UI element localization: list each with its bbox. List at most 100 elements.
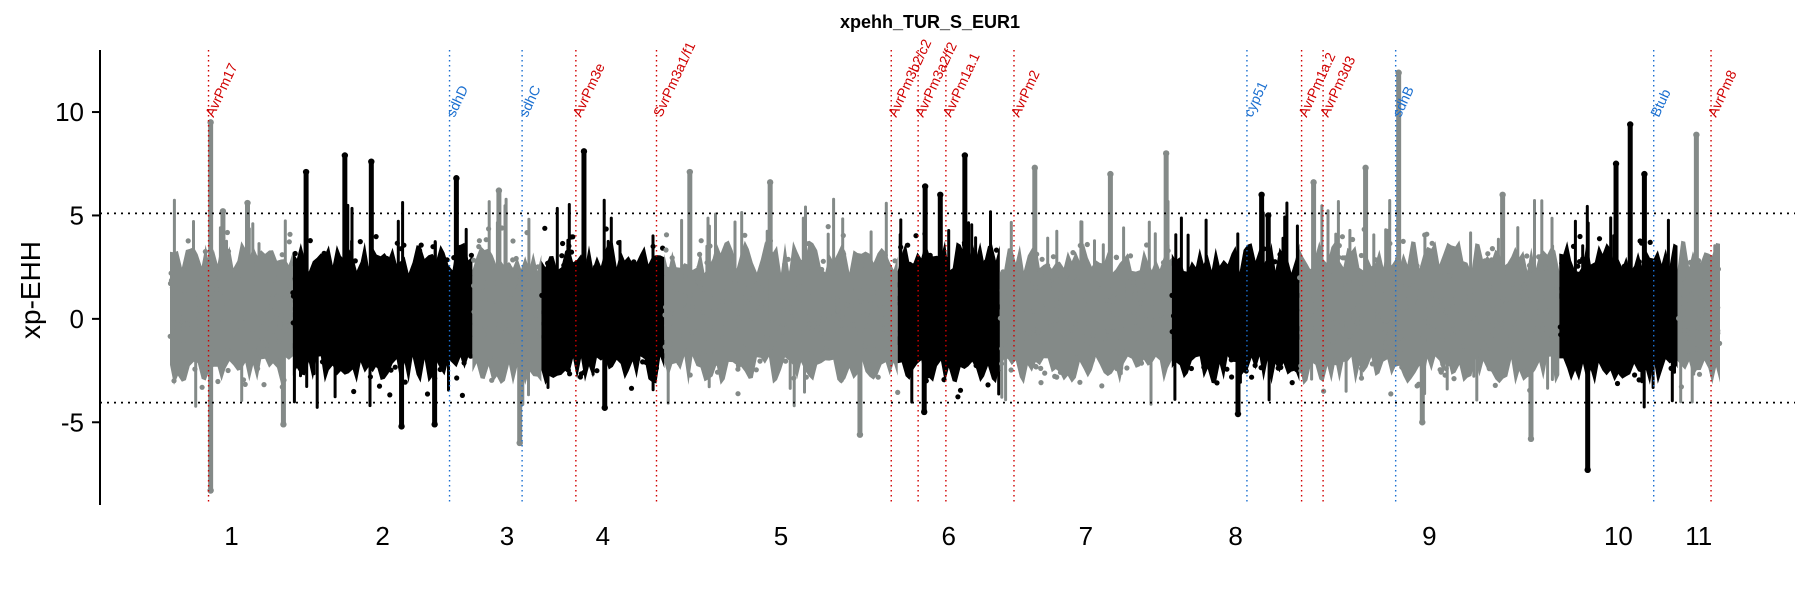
snp-point bbox=[687, 372, 693, 378]
snp-point bbox=[459, 392, 465, 398]
snp-point bbox=[990, 337, 996, 343]
snp-point bbox=[1057, 369, 1064, 375]
snp-point bbox=[1691, 289, 1697, 295]
snp-point bbox=[714, 369, 721, 375]
snp-point bbox=[438, 319, 444, 325]
snp-point bbox=[384, 255, 390, 262]
snp-point bbox=[1015, 289, 1021, 295]
snp-point bbox=[1713, 320, 1719, 326]
snp-point bbox=[722, 357, 728, 363]
snp-point bbox=[1627, 299, 1634, 305]
snp-point bbox=[211, 304, 217, 310]
snp-point bbox=[596, 275, 602, 281]
snp-point bbox=[403, 337, 410, 343]
snp-point bbox=[225, 367, 231, 374]
snp-point bbox=[972, 319, 978, 325]
snp-point bbox=[1366, 294, 1372, 300]
snp-point bbox=[1703, 310, 1709, 316]
snp-point bbox=[1308, 300, 1314, 306]
snp-point bbox=[718, 344, 724, 350]
snp-point bbox=[672, 313, 678, 319]
snp-point bbox=[712, 350, 718, 356]
peak-point bbox=[1641, 170, 1648, 178]
snp-point bbox=[793, 253, 799, 259]
snp-point bbox=[748, 296, 754, 302]
snp-point bbox=[1202, 329, 1208, 335]
snp-point bbox=[1257, 286, 1263, 293]
snp-point bbox=[466, 336, 472, 343]
snp-point bbox=[228, 335, 234, 341]
snp-point bbox=[1283, 328, 1289, 334]
snp-point bbox=[1007, 337, 1014, 343]
snp-point bbox=[1626, 324, 1632, 330]
snp-point bbox=[170, 324, 176, 331]
snp-point bbox=[384, 337, 390, 343]
snp-point bbox=[198, 299, 204, 305]
gene-label: sdhB bbox=[1389, 84, 1417, 120]
gene-lines-layer bbox=[207, 50, 1712, 505]
snp-point bbox=[1438, 311, 1444, 317]
snp-point bbox=[1339, 234, 1345, 240]
snp-point bbox=[468, 252, 474, 258]
snp-point bbox=[1131, 310, 1137, 316]
peak-point bbox=[766, 179, 774, 186]
chromosome-1-points bbox=[167, 198, 296, 408]
snp-point bbox=[1518, 347, 1524, 353]
snp-point bbox=[1276, 331, 1282, 337]
snp-point bbox=[1443, 278, 1449, 285]
snp-point bbox=[737, 326, 743, 332]
snp-point bbox=[983, 293, 989, 299]
snp-point bbox=[806, 290, 812, 296]
snp-point bbox=[985, 382, 991, 388]
snp-point bbox=[703, 340, 709, 346]
snp-point bbox=[1275, 319, 1281, 325]
snp-point bbox=[234, 303, 240, 309]
snp-point bbox=[1198, 306, 1204, 312]
snp-point bbox=[983, 259, 989, 265]
snp-point bbox=[641, 316, 647, 322]
snp-point bbox=[1073, 350, 1080, 356]
snp-point bbox=[719, 270, 725, 276]
snp-point bbox=[1597, 328, 1603, 334]
snp-point bbox=[181, 288, 187, 294]
snp-point bbox=[1013, 315, 1019, 321]
snp-point bbox=[1450, 332, 1456, 338]
snp-point bbox=[1644, 294, 1650, 300]
snp-point bbox=[1376, 334, 1382, 340]
gene-label: Btub bbox=[1647, 86, 1674, 119]
snp-point bbox=[924, 336, 930, 342]
snp-point bbox=[1243, 263, 1249, 269]
snp-point bbox=[1632, 372, 1638, 378]
snp-point bbox=[1293, 327, 1300, 333]
snp-point bbox=[458, 324, 464, 330]
snp-point bbox=[1563, 329, 1569, 335]
snp-point bbox=[309, 308, 315, 314]
snp-point bbox=[1489, 246, 1495, 252]
snp-point bbox=[1114, 366, 1120, 372]
snp-point bbox=[1316, 328, 1322, 334]
snp-point bbox=[1071, 264, 1077, 270]
snp-point bbox=[783, 358, 789, 364]
snp-point bbox=[700, 286, 706, 292]
snp-point bbox=[1135, 340, 1141, 346]
snp-point bbox=[851, 327, 857, 333]
snp-point bbox=[415, 266, 421, 272]
snp-point bbox=[1500, 296, 1506, 302]
snp-point bbox=[963, 344, 969, 350]
snp-point bbox=[592, 298, 598, 304]
snp-point bbox=[1049, 357, 1055, 363]
snp-point bbox=[680, 333, 687, 339]
snp-point bbox=[612, 333, 618, 339]
snp-point bbox=[1443, 309, 1450, 315]
snp-point bbox=[1255, 302, 1261, 308]
snp-point bbox=[672, 335, 678, 342]
snp-point bbox=[213, 286, 220, 293]
snp-point bbox=[645, 282, 651, 288]
snp-point bbox=[215, 378, 221, 385]
snp-point bbox=[720, 365, 726, 371]
chromosome-8-points bbox=[1169, 201, 1302, 402]
snp-point bbox=[1405, 296, 1411, 302]
snp-point bbox=[536, 321, 542, 327]
snp-point bbox=[713, 360, 719, 366]
snp-point bbox=[375, 318, 381, 325]
